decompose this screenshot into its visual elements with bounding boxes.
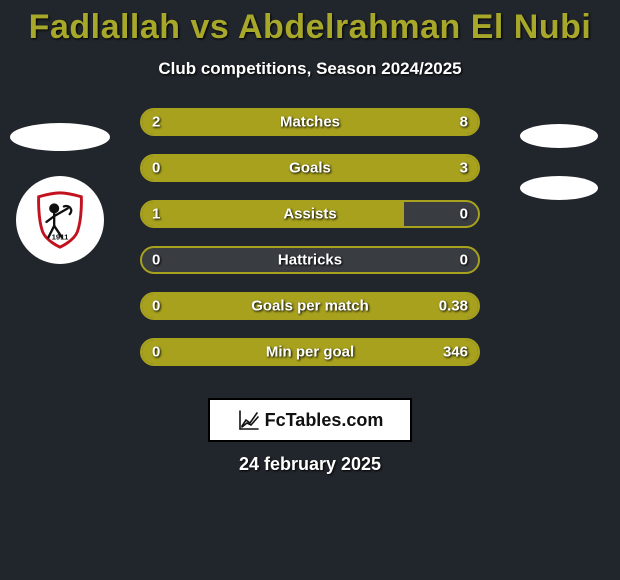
stats-area: 1911 2 8 Matches 0 3 Goals 1 0 Assists 0 0 Hattrick… [0,108,620,384]
stat-value-left: 1 [152,206,160,223]
brand-text: FcTables.com [265,410,384,431]
stat-label: Goals per match [251,298,369,315]
page-title: Fadlallah vs Abdelrahman El Nubi [0,0,620,47]
player-right-oval-1 [520,124,598,148]
stat-value-right: 346 [443,344,468,361]
stat-label: Hattricks [278,252,342,269]
stat-value-right: 0 [460,252,468,269]
page-subtitle: Club competitions, Season 2024/2025 [0,59,620,79]
stat-row-goals: 0 3 Goals [140,154,480,182]
player-right-oval-2 [520,176,598,200]
stat-value-left: 2 [152,114,160,131]
stat-value-left: 0 [152,344,160,361]
stat-label: Min per goal [266,344,354,361]
stat-value-left: 0 [152,160,160,177]
stat-value-left: 0 [152,252,160,269]
player-left-oval-1 [10,123,110,151]
stat-row-min-per-goal: 0 346 Min per goal [140,338,480,366]
chart-icon [237,408,261,432]
stat-row-goals-per-match: 0 0.38 Goals per match [140,292,480,320]
stat-fill-left [142,202,404,226]
stat-value-right: 3 [460,160,468,177]
date-text: 24 february 2025 [0,454,620,475]
stat-fill-right [209,110,478,134]
stat-value-right: 0.38 [439,298,468,315]
stat-label: Goals [289,160,331,177]
stat-label: Matches [280,114,340,131]
stat-value-right: 0 [460,206,468,223]
svg-text:1911: 1911 [52,232,70,241]
stat-value-left: 0 [152,298,160,315]
club-crest-icon: 1911 [29,189,91,251]
stat-row-assists: 1 0 Assists [140,200,480,228]
stat-label: Assists [283,206,336,223]
stat-row-matches: 2 8 Matches [140,108,480,136]
stat-value-right: 8 [460,114,468,131]
stat-row-hattricks: 0 0 Hattricks [140,246,480,274]
brand-box[interactable]: FcTables.com [208,398,412,442]
club-logo-left: 1911 [16,176,104,264]
